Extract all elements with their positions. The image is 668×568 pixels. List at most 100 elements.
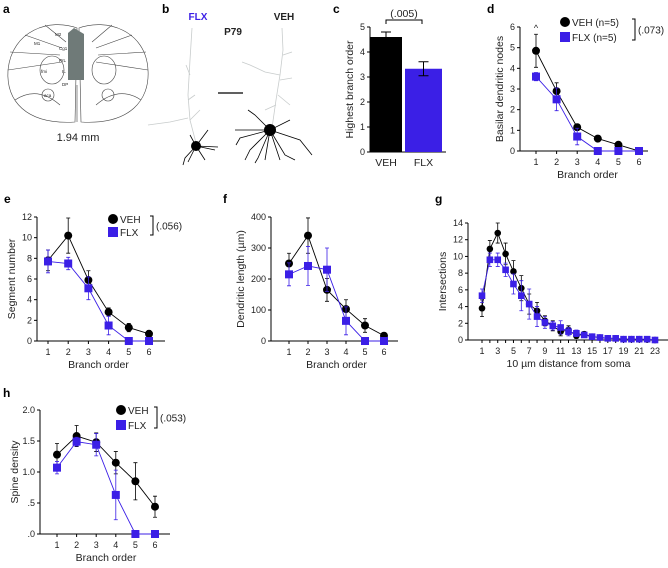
legend-flx-marker: [116, 420, 126, 430]
data-point: [635, 147, 643, 155]
y-tick-label: .5: [27, 498, 35, 508]
y-tick-label: 1.0: [22, 467, 35, 477]
legend-flx-marker: [108, 227, 118, 237]
data-point: [580, 331, 588, 339]
x-tick-label: 5: [616, 157, 621, 167]
x-axis-label: Branch order: [68, 359, 129, 371]
bar-veh: [370, 37, 402, 152]
region-label: M2: [55, 32, 62, 37]
x-tick-label: 3: [86, 347, 91, 357]
bar-flx: [405, 68, 442, 152]
y-tick-label: 14: [453, 218, 463, 228]
data-point: [573, 123, 582, 132]
significance-bracket: [154, 406, 158, 429]
legend-flx-label: FLX (n=5): [572, 33, 617, 44]
x-tick-label: 23: [650, 346, 660, 356]
series-veh: [53, 425, 159, 518]
data-point: [92, 440, 101, 449]
data-point: [541, 319, 549, 326]
legend-veh-label: VEH: [128, 406, 149, 417]
panel-letter-a: a: [3, 2, 10, 16]
data-point: [478, 292, 486, 300]
data-point: [44, 257, 52, 266]
panel-letter-d: d: [487, 2, 494, 16]
y-tick-label: 100: [251, 305, 266, 315]
panel-letter-b: b: [162, 2, 169, 16]
flx-label: FLX: [189, 12, 208, 23]
x-tick-label: 6: [381, 347, 386, 357]
data-point: [151, 530, 159, 538]
data-point: [304, 231, 312, 240]
data-point: [111, 490, 120, 499]
x-tick-label: FLX: [414, 157, 433, 169]
panel-letter-h: h: [3, 386, 10, 400]
y-axis-label: Highest branch order: [344, 40, 356, 139]
p-value: (.053): [160, 414, 186, 425]
error-bar: [381, 31, 391, 43]
data-point: [361, 337, 369, 345]
y-tick-label: 5: [360, 22, 365, 32]
x-tick-label: 1: [286, 347, 291, 357]
data-point: [53, 450, 61, 459]
region-label: aca: [44, 93, 52, 98]
region-label: Cg1: [59, 46, 68, 51]
y-tick-label: 0: [261, 336, 266, 346]
p-value: (.073): [638, 26, 664, 37]
data-point: [145, 329, 153, 338]
region-label: M1: [34, 41, 41, 46]
x-axis-label: Branch order: [76, 552, 137, 564]
x-tick-label: 6: [152, 540, 157, 550]
y-tick-label: 12: [22, 212, 32, 222]
data-point: [361, 321, 369, 330]
x-tick-label: 21: [634, 346, 644, 356]
panel-letter-e: e: [4, 192, 11, 206]
y-tick-label: 2.0: [22, 405, 35, 415]
y-tick-label: 3: [510, 84, 515, 94]
y-axis-label: Segment number: [6, 238, 18, 319]
x-tick-label: 1: [45, 347, 50, 357]
data-point: [84, 284, 93, 293]
brain-section-illustration: [7, 24, 149, 123]
panel-letter-f: f: [223, 192, 228, 206]
data-point: [323, 265, 331, 274]
data-point: [53, 463, 61, 472]
y-axis-label: Dendritic length (µm): [235, 230, 247, 328]
y-tick-label: 2: [510, 105, 515, 115]
data-point: [64, 231, 73, 240]
region-label: DP: [62, 82, 68, 87]
data-point: [486, 256, 494, 264]
y-tick-label: 3: [360, 72, 365, 82]
data-point: [342, 316, 350, 325]
data-point: [518, 292, 525, 300]
x-tick-label: 2: [305, 347, 310, 357]
series-flx: [532, 72, 643, 155]
data-point: [494, 256, 502, 264]
data-point: [124, 337, 133, 345]
y-tick-label: 6: [510, 22, 515, 32]
x-tick-label: 3: [495, 346, 500, 356]
data-point: [593, 147, 602, 155]
y-axis-label: Spine density: [9, 440, 21, 504]
y-axis-label: Intersections: [437, 252, 449, 312]
y-tick-label: 5: [510, 43, 515, 53]
x-tick-label: 1: [533, 157, 538, 167]
series-veh: [478, 222, 659, 344]
data-point: [304, 261, 312, 270]
series-flx: [478, 252, 659, 344]
data-point: [502, 266, 509, 274]
significance-bracket: [385, 19, 423, 24]
data-point: [651, 336, 659, 344]
section-coordinate: 1.94 mm: [57, 132, 100, 144]
y-tick-label: 400: [251, 212, 266, 222]
y-tick-label: 0: [510, 146, 515, 156]
panel-h-chart: h .0 .5 1.0 1.5 2.0 Spine density 1 2 3 4 5 6 Branch …: [3, 386, 186, 564]
x-tick-label: 2: [74, 540, 79, 550]
region-label: PrL: [59, 58, 67, 63]
data-point: [486, 245, 494, 253]
data-point: [552, 95, 561, 104]
x-tick-label: 15: [587, 346, 597, 356]
y-tick-label: 2: [360, 97, 365, 107]
data-point: [614, 147, 623, 155]
